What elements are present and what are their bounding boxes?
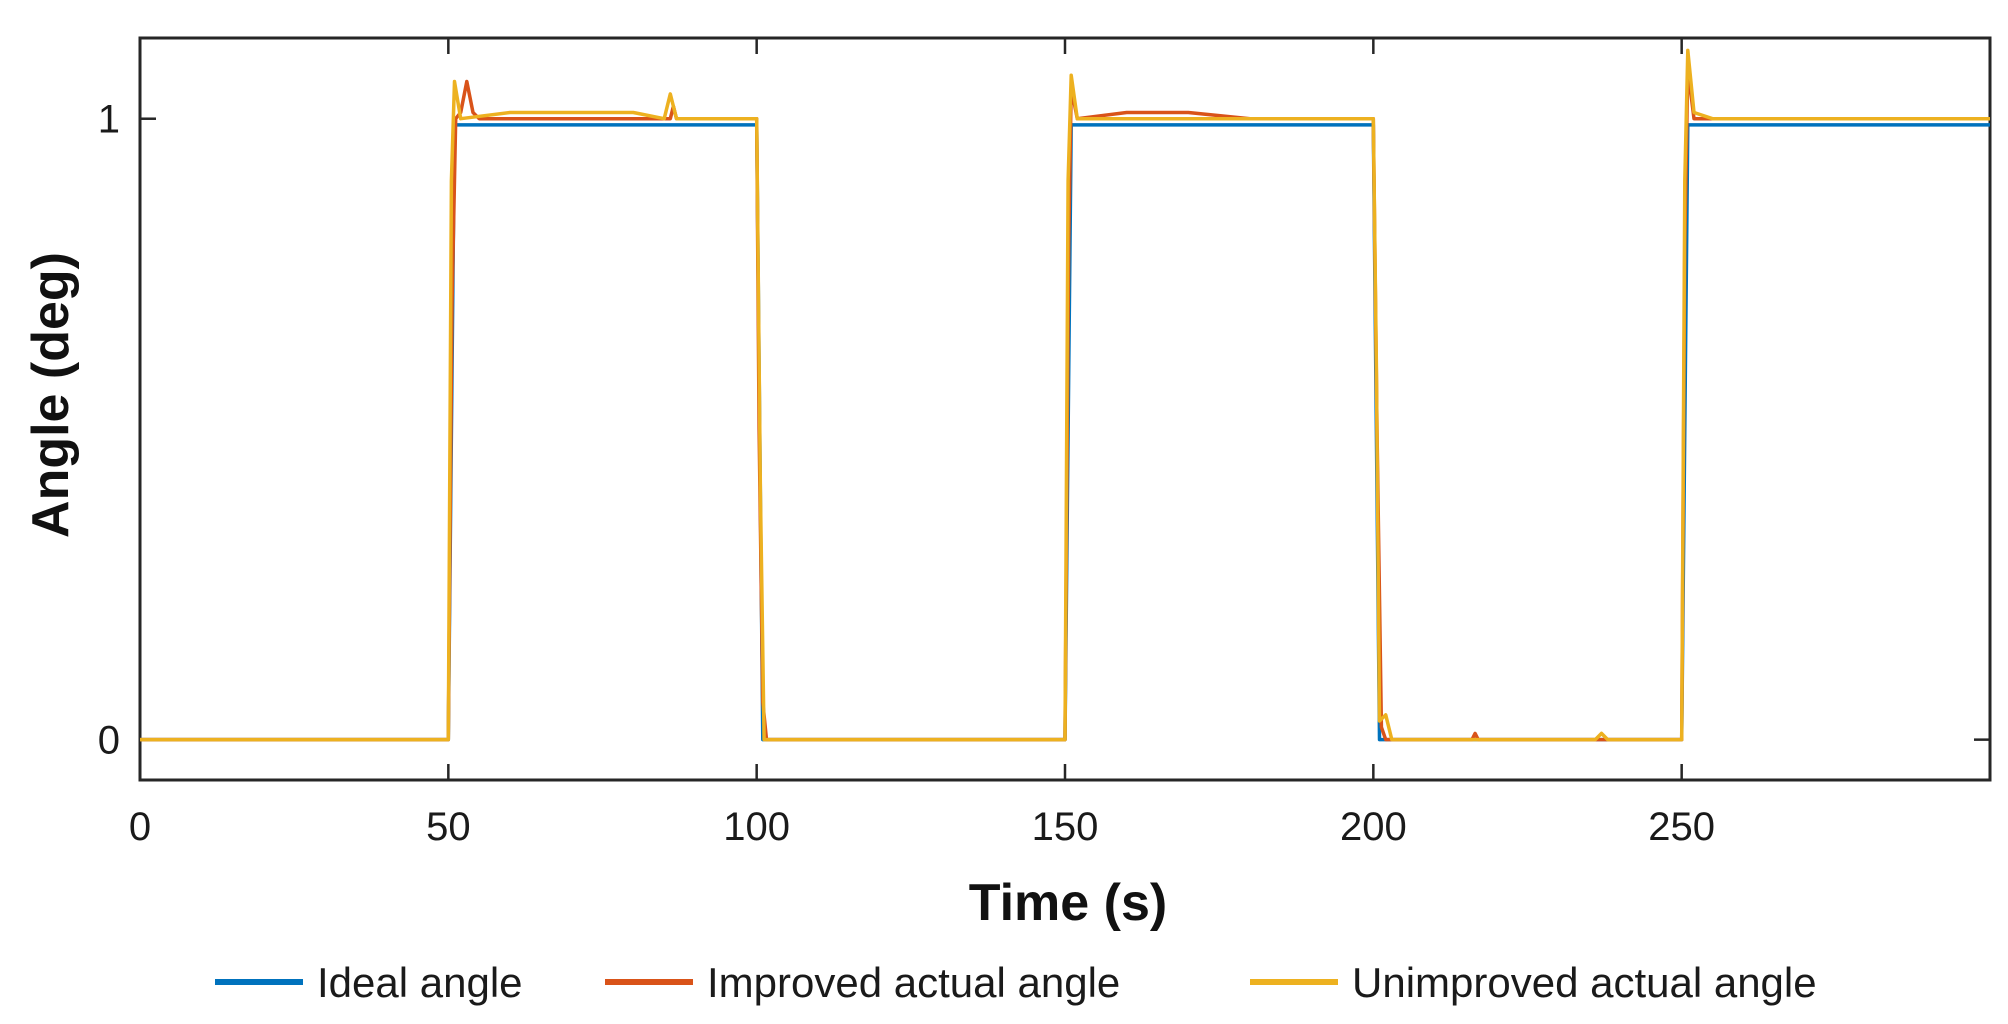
legend-label: Ideal angle (317, 959, 523, 1006)
legend-item-unimproved-actual-angle: Unimproved actual angle (1250, 959, 1817, 1006)
plot-area: 0 50 100 150 200 250 0 1 (98, 36, 1992, 849)
x-tick-label: 200 (1340, 805, 1407, 849)
x-axis-title: Time (s) (969, 874, 1167, 932)
legend-label: Improved actual angle (707, 959, 1120, 1006)
legend-item-improved-actual-angle: Improved actual angle (605, 959, 1120, 1006)
legend-item-ideal-angle: Ideal angle (215, 959, 523, 1006)
y-tick-label: 1 (98, 98, 120, 142)
legend: Ideal angle Improved actual angle Unimprov… (215, 959, 1817, 1006)
y-axis-title: Angle (deg) (22, 252, 80, 538)
x-tick-label: 250 (1648, 805, 1715, 849)
series-line-unimproved-actual-angle (140, 48, 1990, 742)
ticks-layer: 0 50 100 150 200 250 0 1 (98, 38, 1990, 849)
x-tick-label: 50 (426, 805, 471, 849)
series-layer (140, 48, 1990, 742)
x-tick-label: 0 (129, 805, 151, 849)
legend-label: Unimproved actual angle (1352, 959, 1817, 1006)
y-tick-label: 0 (98, 719, 120, 763)
x-tick-label: 100 (723, 805, 790, 849)
x-tick-label: 150 (1032, 805, 1099, 849)
